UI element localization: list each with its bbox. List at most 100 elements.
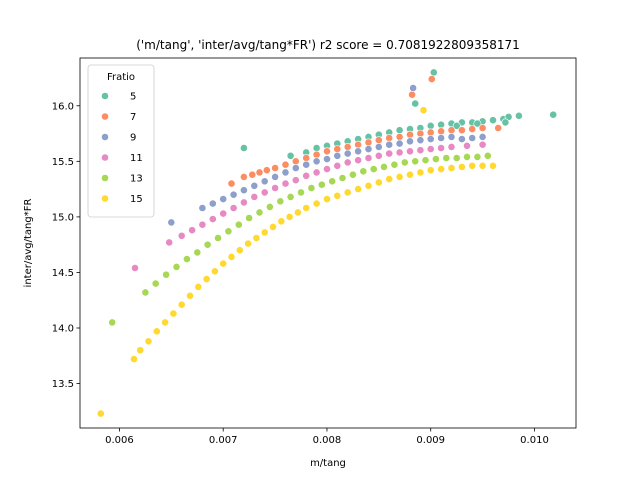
data-point-fratio-11 [177, 231, 186, 240]
data-point-fratio-13 [151, 279, 160, 288]
data-point-fratio-7 [437, 127, 445, 136]
data-point-fratio-15 [426, 166, 435, 175]
data-point-fratio-11 [165, 238, 174, 247]
data-point-fratio-13 [483, 151, 492, 160]
data-point-fratio-11 [385, 149, 394, 158]
data-point-fratio-9 [291, 164, 300, 172]
legend-label-fratio-13: 13 [130, 174, 143, 185]
data-point-fratio-15 [136, 346, 145, 355]
data-point-fratio-11 [131, 264, 139, 272]
legend-marker-fratio-11 [101, 153, 109, 162]
data-point-fratio-9 [406, 137, 414, 146]
data-point-fratio-5 [286, 151, 295, 160]
data-point-fratio-9 [416, 136, 425, 145]
y-tick-label: 16.0 [52, 101, 74, 112]
data-point-fratio-7 [239, 172, 248, 181]
data-point-fratio-15 [269, 222, 277, 231]
data-point-fratio-7 [333, 145, 342, 153]
x-axis-label: m/tang [310, 458, 346, 469]
legend-title: Fratio [107, 72, 135, 83]
data-point-fratio-13 [431, 155, 440, 163]
data-point-fratio-15 [194, 282, 203, 291]
chart-title: ('m/tang', 'inter/avg/tang*FR') r2 score… [136, 38, 520, 52]
legend-label-fratio-5: 5 [130, 92, 136, 103]
data-point-fratio-11 [260, 188, 269, 197]
data-point-fratio-13 [463, 152, 471, 161]
data-point-fratio-11 [208, 215, 217, 223]
data-point-fratio-11 [406, 147, 414, 156]
data-point-fratio-13 [452, 154, 461, 162]
data-point-fratio-11 [463, 141, 471, 150]
data-point-fratio-15 [354, 185, 362, 193]
data-point-fratio-11 [374, 151, 383, 160]
x-tick-label: 0.006 [105, 435, 134, 446]
y-axis-label: inter/avg/tang*FR [23, 199, 34, 288]
data-point-fratio-11 [364, 154, 373, 162]
data-point-fratio-13 [193, 248, 202, 257]
data-point-fratio-11 [281, 179, 290, 188]
data-point-fratio-15 [406, 170, 414, 179]
x-tick-label: 0.008 [313, 435, 342, 446]
data-point-fratio-9 [312, 157, 321, 166]
data-point-fratio-5 [395, 126, 404, 135]
legend-marker-fratio-9 [101, 133, 109, 141]
data-point-fratio-7 [374, 136, 383, 145]
data-point-fratio-7 [291, 157, 300, 166]
data-point-fratio-7 [468, 125, 477, 134]
data-point-fratio-11 [343, 158, 352, 167]
data-point-fratio-15 [447, 164, 456, 172]
data-point-fratio-5 [312, 144, 321, 152]
data-point-fratio-11 [416, 146, 425, 155]
data-point-fratio-13 [400, 158, 409, 167]
data-point-fratio-9 [208, 199, 217, 208]
points-layer [96, 68, 558, 418]
data-point-fratio-13 [421, 156, 430, 165]
data-point-fratio-7 [494, 124, 503, 132]
data-point-fratio-13 [276, 197, 285, 206]
data-point-fratio-15 [161, 318, 169, 327]
legend-marker-fratio-7 [101, 112, 109, 121]
data-point-fratio-5 [239, 144, 248, 152]
plot-area-frame [79, 57, 577, 429]
data-point-fratio-7 [354, 140, 362, 149]
data-point-fratio-15 [395, 172, 404, 181]
data-point-fratio-15 [219, 259, 228, 268]
data-point-fratio-15 [437, 165, 445, 173]
data-point-fratio-13 [245, 214, 253, 222]
data-point-fratio-13 [317, 180, 326, 189]
data-point-fratio-15 [186, 291, 194, 300]
data-point-fratio-15 [478, 161, 487, 170]
data-point-fratio-7 [385, 134, 394, 142]
data-point-fratio-7 [426, 128, 435, 137]
data-point-fratio-13 [328, 177, 337, 186]
legend-label-fratio-11: 11 [130, 153, 143, 164]
data-point-fratio-7 [271, 164, 279, 172]
data-point-fratio-11 [354, 156, 362, 165]
legend-label-fratio-7: 7 [130, 112, 136, 123]
data-point-fratio-15 [169, 309, 178, 318]
data-point-fratio-13 [203, 240, 212, 249]
data-point-fratio-15 [419, 106, 428, 115]
data-point-fratio-13 [286, 192, 295, 201]
data-point-fratio-9 [426, 135, 435, 143]
data-point-fratio-11 [323, 165, 331, 173]
data-point-fratio-13 [338, 174, 347, 182]
data-point-fratio-15 [293, 208, 302, 217]
data-point-fratio-13 [307, 184, 316, 192]
legend-marker-fratio-15 [101, 194, 109, 203]
data-point-fratio-13 [224, 227, 233, 236]
legend-label-fratio-15: 15 [130, 194, 143, 205]
data-point-fratio-11 [188, 226, 196, 235]
data-point-fratio-9 [447, 132, 456, 141]
y-tick-label: 14.5 [52, 268, 74, 279]
data-point-fratio-15 [285, 212, 294, 221]
y-tick-label: 15.0 [52, 212, 74, 223]
data-point-fratio-11 [229, 204, 238, 212]
data-point-fratio-7 [255, 168, 264, 177]
data-point-fratio-9 [457, 135, 466, 143]
data-point-fratio-7 [478, 124, 487, 132]
data-point-fratio-7 [416, 129, 425, 138]
x-axis: 0.006 0.007 0.008 0.009 0.010 [105, 428, 549, 446]
data-point-fratio-15 [457, 162, 466, 171]
data-point-fratio-5 [452, 121, 461, 130]
